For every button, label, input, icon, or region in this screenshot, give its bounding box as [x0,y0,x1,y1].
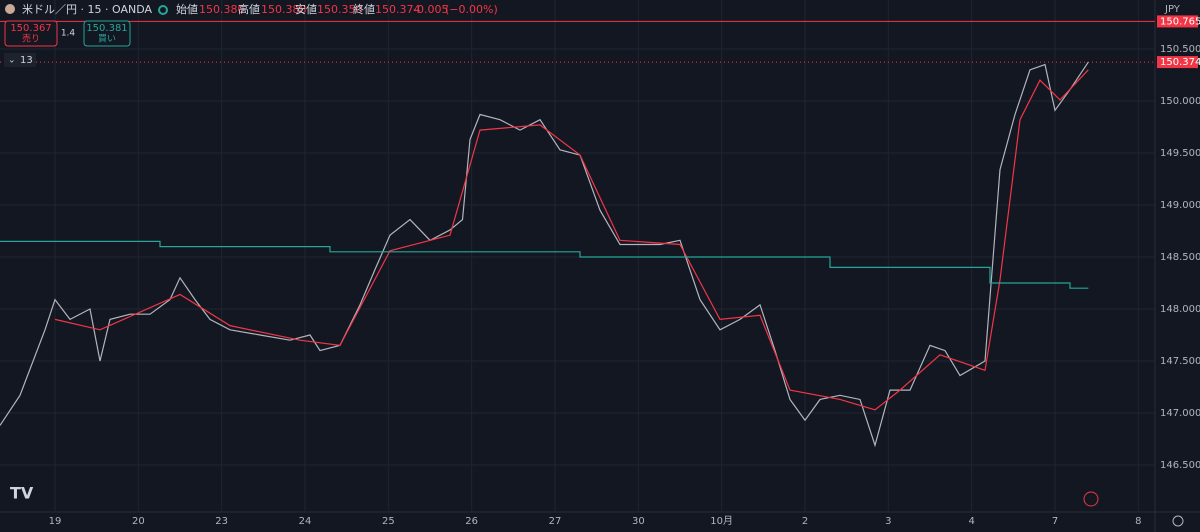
x-tick-label: 27 [549,516,562,527]
market-status [158,5,168,15]
symbol-icon [5,4,15,14]
x-tick-label: 3 [885,516,891,527]
price-label: 150.765 [1160,16,1200,27]
y-tick-label: 148.000 [1160,304,1200,315]
logo: TV [10,484,34,503]
y-tick-label: 149.000 [1160,200,1200,211]
price-label-box [1157,56,1198,69]
x-tick-label: 10月 [710,515,733,527]
change: -0.005 [413,3,448,16]
y-tick-label: 147.500 [1160,356,1200,367]
y-tick-label: 149.500 [1160,148,1200,159]
y-tick-label: 148.500 [1160,252,1200,263]
close-value: 150.374 [375,3,421,16]
x-tick-label: 4 [968,516,974,527]
indicator-count: 13 [20,55,33,66]
open-value: 150.380 [199,3,245,16]
y-tick-label: 150.000 [1160,96,1200,107]
x-tick-label: 25 [382,516,395,527]
y-tick-label: 147.000 [1160,408,1200,419]
x-tick-label: 2 [802,516,808,527]
low-value: 150.350 [317,3,363,16]
currency[interactable]: JPY [1164,4,1181,15]
settings-icon[interactable] [1172,515,1184,527]
y-tick-label: 146.500 [1160,460,1200,471]
x-tick-label: 24 [299,516,312,527]
series-line [54,69,1089,411]
x-tick-label: 7 [1052,516,1058,527]
high-label: 高値 [238,2,260,16]
series-line [0,240,1089,289]
indicator-toggle[interactable] [4,53,36,67]
x-tick-label: 8 [1135,516,1141,527]
symbol[interactable]: 米ドル／円 · 15 · OANDA [22,3,152,16]
buy-label: 買い [98,34,116,45]
x-tick-label: 30 [632,516,645,527]
y-tick-label: 150.500 [1160,44,1200,55]
x-tick-label: 20 [132,516,145,527]
alert-icon[interactable] [1083,491,1099,507]
sell-label: 売り [22,33,40,45]
price-label: 150.374 [1160,57,1200,68]
x-tick-label: 26 [465,516,478,527]
change-pct: (−0.00%) [445,3,498,16]
x-tick-label: 19 [49,516,62,527]
sell-button[interactable] [4,20,58,47]
close-label: 終値 [353,2,375,16]
high-value: 150.388 [261,3,307,16]
sell-price: 150.367 [10,23,51,34]
buy-price: 150.381 [86,23,127,34]
x-tick-label: 23 [215,516,228,527]
price-label-box [1157,15,1198,28]
open-label: 始値 [176,2,198,16]
low-label: 安値 [295,2,317,16]
series-line [0,61,1089,448]
spread: 1.4 [61,29,76,39]
buy-button[interactable] [83,20,131,47]
chevron: ⌄ [8,56,16,66]
